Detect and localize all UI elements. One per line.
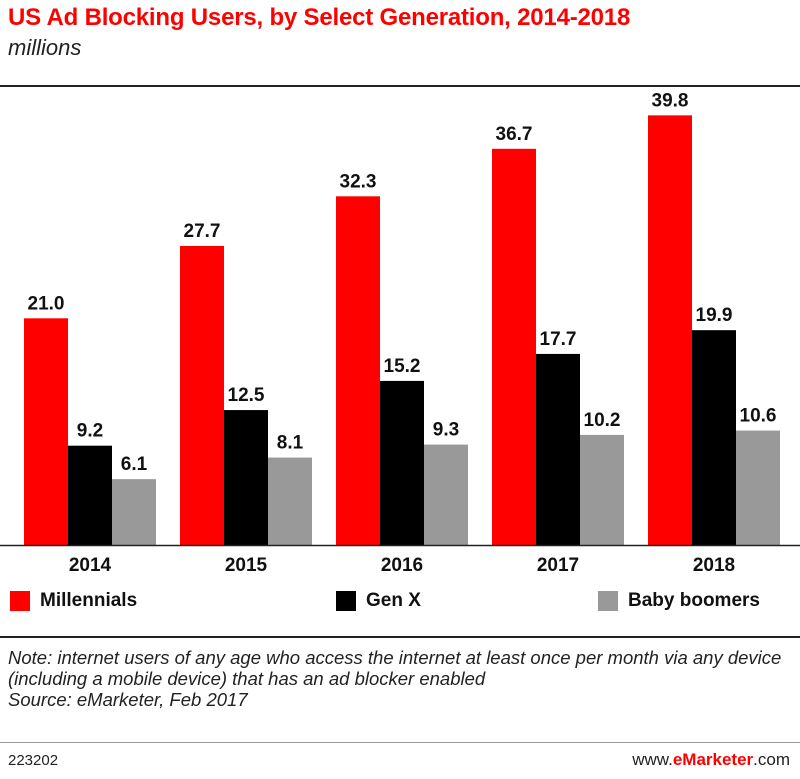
source-text: Source: eMarketer, Feb 2017 (8, 689, 248, 710)
legend-label-boomers: Baby boomers (628, 590, 760, 611)
bar-genx-2015 (224, 410, 268, 545)
data-label-genx-2016: 15.2 (384, 356, 421, 377)
bar-genx-2017 (536, 353, 580, 545)
data-label-boomers-2016: 9.3 (433, 420, 459, 441)
brand-prefix: www. (632, 750, 673, 769)
legend-label-genx: Gen X (366, 590, 421, 611)
chart-subtitle: millions (8, 35, 82, 60)
data-label-genx-2015: 12.5 (228, 385, 265, 406)
data-label-boomers-2015: 8.1 (277, 433, 304, 454)
brand-logo[interactable]: www.eMarketer.com (632, 750, 790, 770)
bar-chart: 21.0 9.2 6.1 2014 27.7 12.5 8.1 2015 32.3 15.2 9.3… (0, 90, 800, 576)
bar-millennials-2018 (648, 115, 692, 545)
bar-millennials-2015 (180, 245, 224, 545)
data-label-boomers-2014: 6.1 (121, 454, 148, 475)
data-label-millennials-2016: 32.3 (340, 171, 377, 192)
legend-swatch-boomers (598, 591, 618, 611)
note-text: Note: internet users of any age who acce… (8, 647, 782, 689)
bar-boomers-2017 (580, 434, 624, 545)
x-tick-label-2016: 2016 (381, 555, 423, 576)
data-label-millennials-2018: 39.8 (652, 90, 689, 111)
data-label-genx-2018: 19.9 (696, 305, 733, 326)
top-divider (0, 85, 800, 87)
bar-genx-2016 (380, 380, 424, 545)
legend-item-boomers: Baby boomers (598, 590, 760, 612)
brand-suffix: .com (753, 750, 790, 769)
x-tick-label-2014: 2014 (69, 555, 112, 576)
chart-title: US Ad Blocking Users, by Select Generati… (8, 4, 631, 31)
bar-boomers-2015 (268, 457, 312, 545)
bar-millennials-2016 (336, 196, 380, 545)
brand-name: eMarketer (672, 750, 754, 769)
data-label-genx-2014: 9.2 (77, 421, 103, 442)
footer-divider (0, 742, 800, 743)
legend-label-millennials: Millennials (40, 590, 138, 611)
x-tick-label-2018: 2018 (693, 555, 735, 576)
data-label-millennials-2017: 36.7 (496, 124, 533, 145)
bar-genx-2018 (692, 330, 736, 545)
data-label-genx-2017: 17.7 (540, 329, 577, 350)
x-tick-label-2015: 2015 (225, 555, 268, 576)
legend-swatch-millennials (10, 591, 30, 611)
legend-item-millennials: Millennials (10, 590, 137, 612)
data-label-boomers-2018: 10.6 (740, 406, 777, 427)
bar-boomers-2018 (736, 430, 780, 545)
legend-swatch-genx (336, 591, 356, 611)
legend: Millennials Gen X Baby boomers (0, 590, 800, 620)
bottom-divider (0, 636, 800, 638)
legend-item-genx: Gen X (336, 590, 421, 612)
x-tick-label-2017: 2017 (537, 555, 579, 576)
bar-boomers-2014 (112, 479, 156, 545)
data-label-boomers-2017: 10.2 (584, 410, 621, 431)
data-label-millennials-2014: 21.0 (28, 293, 65, 314)
data-label-millennials-2015: 27.7 (184, 221, 221, 242)
bar-boomers-2016 (424, 444, 468, 545)
bar-millennials-2014 (24, 318, 68, 545)
bar-genx-2014 (68, 445, 112, 545)
bar-millennials-2017 (492, 148, 536, 545)
chart-id: 223202 (8, 752, 59, 769)
chart-notes: Note: internet users of any age who acce… (8, 647, 788, 710)
